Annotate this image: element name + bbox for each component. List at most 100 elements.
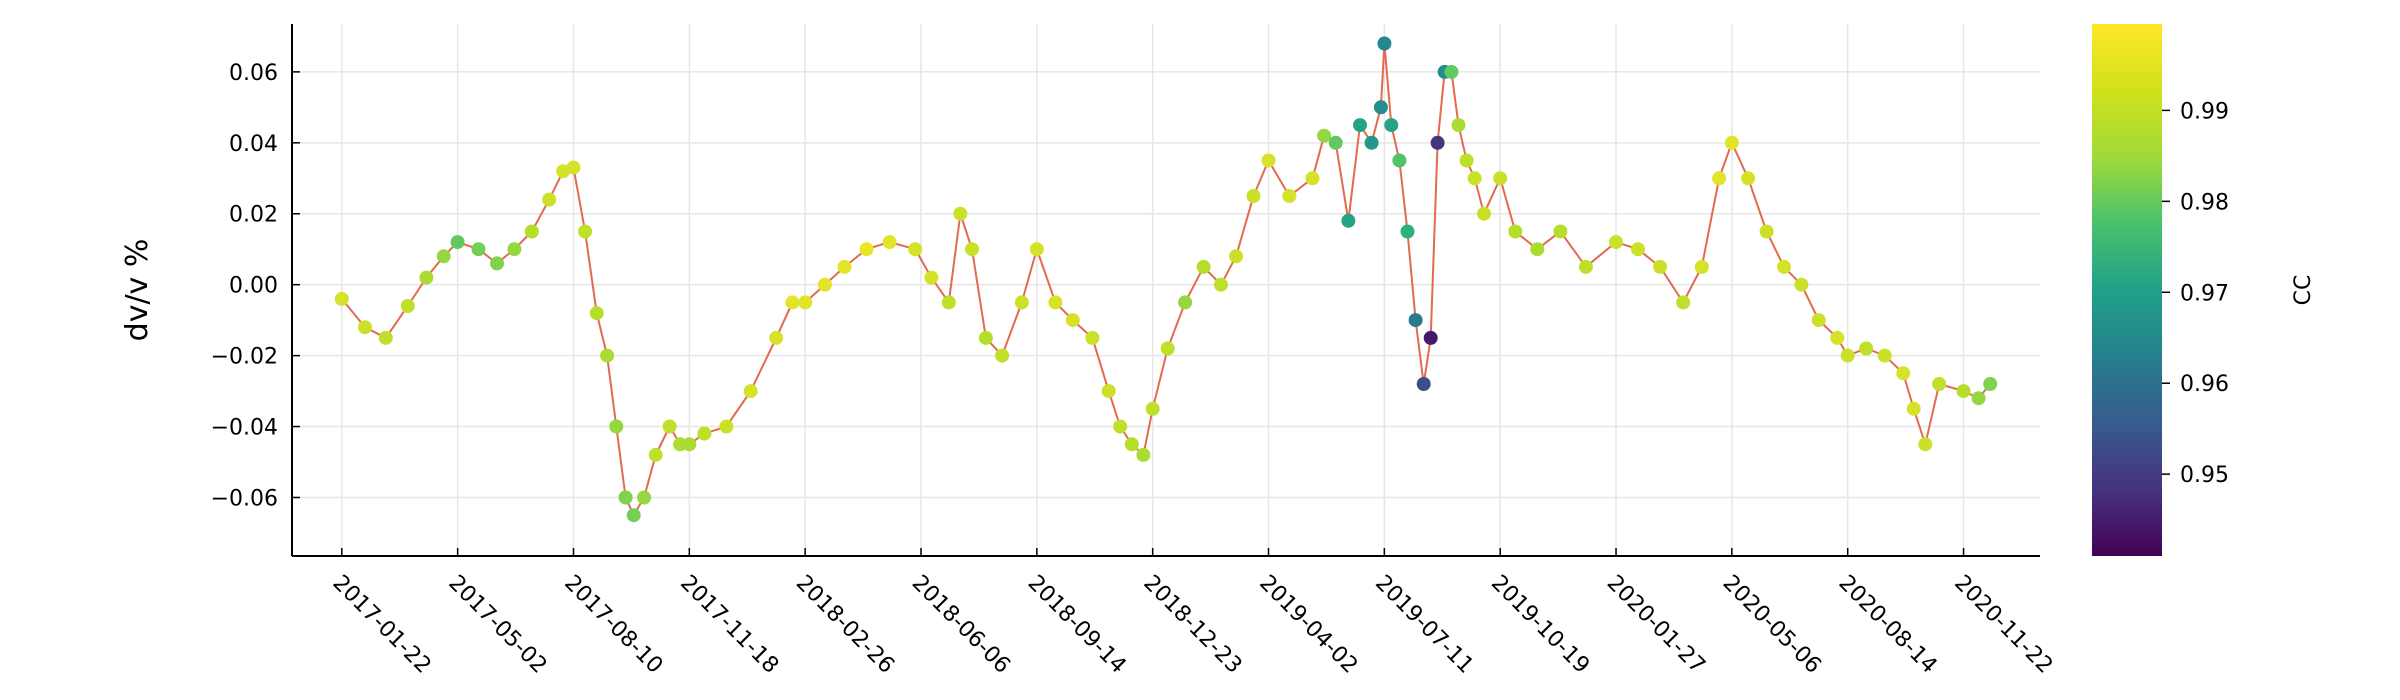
data-point <box>1400 224 1415 239</box>
data-point <box>566 160 581 175</box>
data-point <box>1741 171 1756 186</box>
data-point <box>1416 377 1431 391</box>
data-point <box>882 235 897 250</box>
data-point <box>1065 313 1080 328</box>
data-points <box>334 36 1998 523</box>
y-tick-label: 0.00 <box>229 274 278 299</box>
data-point <box>1113 419 1128 434</box>
data-point <box>1578 259 1593 274</box>
data-point <box>1553 224 1568 239</box>
colorbar-tick-label: 0.96 <box>2180 372 2229 397</box>
colorbar-tick-label: 0.95 <box>2180 463 2229 488</box>
data-point <box>358 320 372 335</box>
x-tick-label: 2019-04-02 <box>1254 571 1362 679</box>
plot-axes <box>291 24 2040 557</box>
data-point <box>471 242 486 257</box>
y-tick-label: −0.02 <box>211 345 278 370</box>
data-point <box>1712 171 1727 186</box>
data-point <box>578 224 593 239</box>
data-point <box>1811 313 1826 328</box>
data-point <box>1408 313 1423 328</box>
x-tick-label: 2017-11-18 <box>675 571 783 679</box>
data-point <box>1840 348 1855 363</box>
data-point <box>1430 135 1445 150</box>
data-point <box>1214 277 1228 292</box>
data-point <box>1261 153 1276 168</box>
data-point <box>1373 100 1388 115</box>
colorbar-gradient <box>2092 24 2162 556</box>
x-tick-label: 2018-09-14 <box>1023 571 1131 679</box>
data-point <box>697 426 712 441</box>
data-point <box>837 259 852 274</box>
data-point <box>785 295 800 310</box>
x-tick-label: 2018-06-06 <box>907 571 1015 679</box>
data-point <box>1444 64 1459 79</box>
data-point <box>953 206 968 221</box>
colorbar-tick-label: 0.99 <box>2180 99 2229 124</box>
x-tick-label: 2017-08-10 <box>559 571 667 679</box>
colorbar-title: CC <box>2291 275 2316 306</box>
data-point <box>1282 189 1297 203</box>
data-point <box>1178 295 1193 310</box>
data-point <box>524 224 539 239</box>
data-point <box>1085 330 1100 345</box>
data-point <box>1877 348 1892 363</box>
data-point <box>648 447 663 462</box>
data-point <box>995 348 1010 363</box>
x-tick-label: 2020-08-14 <box>1833 571 1941 679</box>
data-point <box>719 419 734 434</box>
data-point <box>1631 242 1645 257</box>
data-point <box>334 291 349 306</box>
data-point <box>1477 206 1491 221</box>
y-tick-label: −0.04 <box>211 416 278 441</box>
data-point <box>1328 135 1343 150</box>
data-point <box>1014 295 1029 310</box>
data-point <box>609 419 624 434</box>
y-tick-label: 0.06 <box>229 61 278 86</box>
data-point <box>743 384 758 399</box>
data-point <box>600 348 615 363</box>
data-point <box>1932 377 1947 391</box>
x-tick-label: 2020-01-27 <box>1602 571 1710 679</box>
data-point <box>1508 224 1523 239</box>
data-point <box>1124 437 1139 452</box>
data-point <box>978 330 993 345</box>
data-point <box>1906 401 1921 416</box>
data-point <box>419 270 434 285</box>
data-point <box>1384 118 1399 133</box>
data-point <box>378 330 393 345</box>
data-point <box>1530 242 1545 257</box>
grid-lines <box>292 24 2040 556</box>
data-point <box>1896 366 1911 381</box>
data-point <box>859 242 874 257</box>
x-ticks: 2017-01-22 2017-05-02 2017-08-10 2017-11-18… <box>328 548 2057 679</box>
x-tick-label: 2019-07-11 <box>1370 571 1478 679</box>
data-point <box>618 490 633 505</box>
data-point <box>1305 171 1320 186</box>
data-point <box>798 295 813 310</box>
data-point <box>1423 330 1438 345</box>
data-point <box>1317 128 1332 143</box>
data-point <box>1653 259 1668 274</box>
colorbar-tick-label: 0.98 <box>2180 190 2229 215</box>
data-point <box>1029 242 1044 257</box>
data-point <box>1983 377 1998 391</box>
x-tick-label: 2020-05-06 <box>1718 571 1826 679</box>
x-tick-label: 2019-10-19 <box>1486 571 1594 679</box>
data-point <box>1971 391 1986 406</box>
data-point <box>1353 118 1367 133</box>
data-point <box>436 249 451 264</box>
data-point <box>924 270 939 285</box>
data-point <box>1341 213 1356 228</box>
data-point <box>817 277 832 292</box>
data-point <box>1196 259 1211 274</box>
data-point <box>1101 384 1116 399</box>
y-tick-label: 0.04 <box>229 132 278 157</box>
data-point <box>769 330 784 345</box>
data-point <box>682 437 697 452</box>
data-point <box>490 256 504 271</box>
data-point <box>1451 118 1466 133</box>
data-point <box>965 242 979 257</box>
data-point <box>542 192 557 207</box>
series-path <box>341 43 1991 518</box>
